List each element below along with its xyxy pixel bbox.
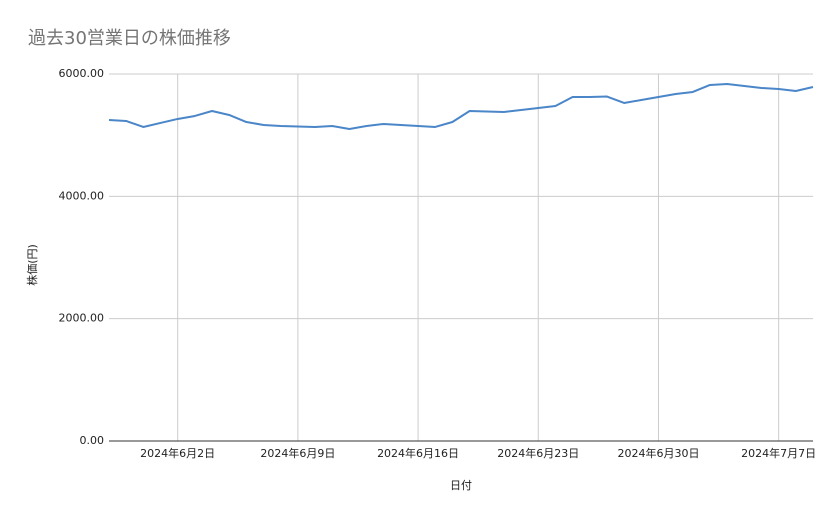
x-axis-label: 日付 bbox=[450, 479, 472, 492]
x-tick-label: 2024年6月30日 bbox=[617, 446, 699, 460]
y-tick-label: 6000.00 bbox=[59, 67, 105, 80]
y-tick-label: 2000.00 bbox=[59, 312, 105, 325]
x-tick-label: 2024年6月16日 bbox=[377, 446, 459, 460]
x-tick-label: 2024年6月9日 bbox=[260, 446, 335, 460]
y-axis-label: 株価(円) bbox=[25, 244, 39, 286]
line-series bbox=[108, 82, 814, 130]
x-tick-label: 2024年7月7日 bbox=[741, 446, 816, 460]
x-tick-label: 2024年6月23日 bbox=[497, 446, 579, 460]
x-tick-label: 2024年6月2日 bbox=[140, 446, 215, 460]
y-tick-label: 4000.00 bbox=[59, 189, 105, 202]
y-tick-label: 0.00 bbox=[80, 434, 105, 447]
chart-title: 過去30営業日の株価推移 bbox=[28, 28, 231, 49]
